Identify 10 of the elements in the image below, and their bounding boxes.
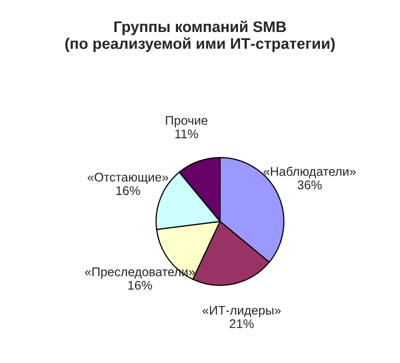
data-label: 16% [128, 280, 152, 290]
slice-label: «ИТ-лидеры» [202, 306, 281, 318]
slice-label: «Наблюдатели» [264, 166, 356, 178]
data-label: 36% [298, 180, 322, 190]
data-label: 16% [116, 186, 140, 196]
data-label: 21% [230, 319, 254, 328]
slice-label: Прочие [166, 116, 208, 128]
slice-label: «Отстающие» [88, 172, 168, 184]
data-label: 11% [175, 130, 198, 138]
chart-title: Группы компаний SMB (по реализуемой ими ИТ-стратегии) [65, 20, 335, 52]
